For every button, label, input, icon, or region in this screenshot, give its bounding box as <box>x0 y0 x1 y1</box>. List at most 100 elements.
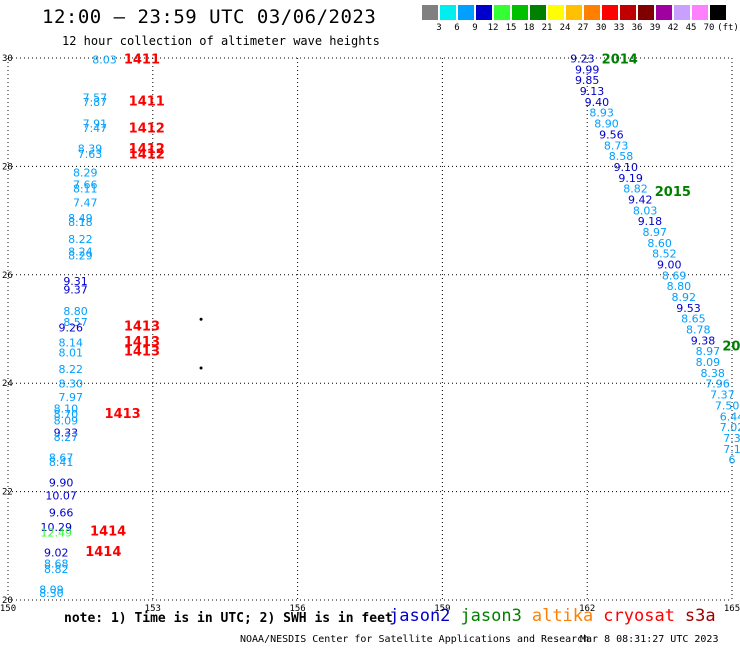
data-point-label: 9.85 <box>575 74 600 87</box>
scale-label: 36 <box>631 23 643 33</box>
orbit-number-label: 1413 <box>124 320 160 335</box>
data-point-label: 9.10 <box>614 161 639 174</box>
data-point-label: 7.63 <box>78 148 103 161</box>
scale-label: 24 <box>559 23 571 33</box>
scale-swatch <box>584 5 600 20</box>
data-point-label: 8.73 <box>604 139 629 152</box>
scale-label: 27 <box>577 23 589 33</box>
data-point-label: 8.29 <box>68 249 93 262</box>
y-tick-label: 24 <box>2 379 13 389</box>
scale-label: 70 <box>703 23 715 33</box>
x-tick-label: 165 <box>724 604 740 614</box>
orbit-number-label: 1413 <box>105 407 141 422</box>
data-point-label: 8.49 <box>68 212 93 225</box>
data-point-label: 8.80 <box>63 305 88 318</box>
x-tick-label: 150 <box>0 604 16 614</box>
orbit-number-label: 20 <box>722 339 740 354</box>
orbit-number-label: 1412 <box>129 121 165 136</box>
data-point-label: 8.58 <box>609 150 634 163</box>
data-point-label: 8.97 <box>696 345 721 358</box>
data-point-label: 8.80 <box>667 280 692 293</box>
data-point-label: 7.02 <box>720 421 740 434</box>
legend-cryosat: cryosat <box>603 606 675 626</box>
legend-jason3: jason3 <box>460 606 522 626</box>
data-point-label: 9.42 <box>628 193 653 206</box>
data-point-label: 9.40 <box>585 96 610 109</box>
scale-swatch <box>422 5 438 20</box>
data-point-label: 7.91 <box>83 118 108 131</box>
data-point-label: 7.3 <box>723 432 740 445</box>
data-point-label: 8.97 <box>643 226 668 239</box>
data-point-label: 8.78 <box>686 324 711 337</box>
scale-swatch <box>512 5 528 20</box>
scale-swatch <box>494 5 510 20</box>
scale-swatch <box>674 5 690 20</box>
data-point-label: 9.31 <box>63 275 88 288</box>
data-point-label: 8.03 <box>633 204 658 217</box>
data-point-label: 8.09 <box>39 584 64 597</box>
data-point-label: 8.57 <box>63 316 88 329</box>
data-point-label: 9.53 <box>676 302 701 315</box>
satellite-legend: jason2 jason3 altika cryosat s3a <box>389 606 726 626</box>
footnote: note: 1) Time is in UTC; 2) SWH is in fe… <box>64 611 393 626</box>
scale-label: 6 <box>454 23 460 33</box>
data-point-label: 9.37 <box>63 283 88 296</box>
scale-label: 42 <box>667 23 679 33</box>
x-tick-label: 159 <box>434 604 450 614</box>
scale-swatch <box>710 5 726 20</box>
data-point-label: 7.66 <box>73 178 98 191</box>
data-point-label: 9.66 <box>49 507 74 520</box>
data-point-label: 7.37 <box>710 389 735 402</box>
y-tick-label: 20 <box>2 596 13 606</box>
scale-swatch <box>656 5 672 20</box>
scale-label: 9 <box>472 23 478 33</box>
data-point-label: 9.23 <box>570 53 595 66</box>
data-point-label: 9.00 <box>657 259 682 272</box>
orbit-number-label: 1411 <box>129 94 165 109</box>
data-point-label: 8.22 <box>58 363 83 376</box>
chart-title: 12:00 — 23:59 UTC 03/06/2023 <box>42 6 377 28</box>
orbit-number-label: 2014 <box>602 53 638 68</box>
generation-timestamp: Mar 8 08:31:27 UTC 2023 <box>580 634 719 645</box>
scale-label: 33 <box>613 23 625 33</box>
data-point-label: 8.90 <box>594 118 619 131</box>
data-point-label: 8.22 <box>68 233 93 246</box>
data-point-label: 9.26 <box>58 321 83 334</box>
data-point-label: 8.09 <box>54 415 79 428</box>
chart-subtitle: 12 hour collection of altimeter wave hei… <box>62 34 380 48</box>
point-marker <box>199 317 203 321</box>
credit-line: NOAA/NESDIS Center for Satellite Applica… <box>240 634 590 645</box>
data-point-label: 8.52 <box>652 248 677 261</box>
data-point-label: 10.29 <box>41 521 73 534</box>
scale-unit: (ft) <box>717 23 739 33</box>
x-tick-label: 153 <box>145 604 161 614</box>
data-point-label: 9.33 <box>54 427 79 440</box>
orbit-number-label: 2015 <box>655 185 691 200</box>
data-point-label: 9.19 <box>618 172 643 185</box>
scale-label: 3 <box>436 23 442 33</box>
data-point-label: 9.13 <box>580 85 605 98</box>
orbit-number-label: 1413 <box>124 335 160 350</box>
data-point-label: 8.01 <box>58 346 83 359</box>
scale-swatch <box>440 5 456 20</box>
scale-swatch <box>458 5 474 20</box>
orbit-number-label: 1412 <box>129 147 165 162</box>
data-point-label: 8.60 <box>647 237 672 250</box>
scale-swatch <box>530 5 546 20</box>
data-point-label: 8.29 <box>73 166 98 179</box>
scale-swatch <box>476 5 492 20</box>
data-point-label: 8.41 <box>49 456 74 469</box>
data-point-label: 7.1 <box>723 443 740 456</box>
scale-label: 21 <box>541 23 553 33</box>
data-point-label: 9.38 <box>691 334 716 347</box>
data-point-label: 8.82 <box>44 563 69 576</box>
scale-label: 12 <box>487 23 499 33</box>
data-point-label: 7.97 <box>58 391 83 404</box>
y-tick-label: 22 <box>2 488 13 498</box>
scale-swatch <box>692 5 708 20</box>
data-point-label: 8.68 <box>44 558 69 571</box>
data-point-label: 8.69 <box>662 269 687 282</box>
data-point-label: 9.99 <box>575 63 600 76</box>
y-tick-label: 26 <box>2 271 13 281</box>
